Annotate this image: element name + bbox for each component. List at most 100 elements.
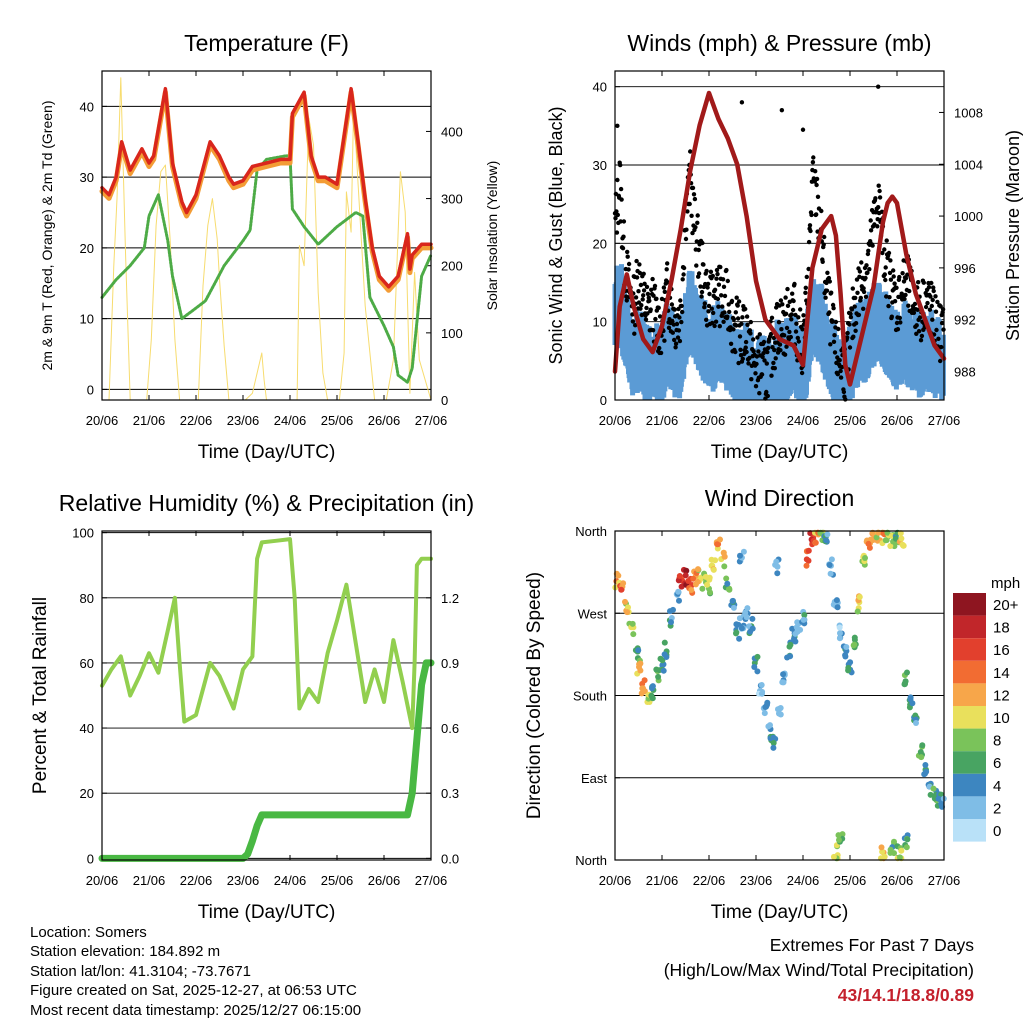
direction-point xyxy=(615,572,622,579)
direction-point xyxy=(682,572,689,579)
legend-label: 2 xyxy=(993,800,1001,817)
direction-point xyxy=(803,556,810,563)
direction-point xyxy=(891,838,897,845)
gust-point xyxy=(761,351,766,356)
gust-point xyxy=(888,277,894,282)
x-tick-label: 21/06 xyxy=(133,873,166,888)
gust-point xyxy=(626,267,631,272)
gust-point xyxy=(618,219,623,224)
chart-title: Wind Direction xyxy=(705,485,855,511)
gust-point xyxy=(776,320,782,325)
direction-point xyxy=(676,573,683,579)
gust-point xyxy=(681,265,687,271)
gust-point xyxy=(715,296,721,302)
gust-point xyxy=(677,315,682,320)
direction-point xyxy=(828,556,835,563)
gust-point xyxy=(916,329,922,334)
y2-tick-label: 0 xyxy=(441,393,448,408)
direction-point xyxy=(749,625,756,632)
gust-point xyxy=(859,260,864,265)
gust-point xyxy=(876,205,881,210)
direction-point xyxy=(742,609,749,616)
gust-point xyxy=(861,306,866,311)
gust-point xyxy=(907,288,912,294)
direction-point xyxy=(917,749,924,755)
gust-point xyxy=(618,186,624,192)
y2-tick-label: 992 xyxy=(954,313,976,328)
gust-point xyxy=(665,261,670,266)
direction-point xyxy=(629,620,636,627)
x-tick-label: 23/06 xyxy=(227,873,260,888)
gust-point xyxy=(701,262,706,267)
gust-point xyxy=(695,220,700,225)
gust-point xyxy=(735,316,741,321)
y2-tick-label: 0.3 xyxy=(441,786,459,801)
gust-point xyxy=(929,280,934,286)
direction-point xyxy=(899,541,906,548)
gust-point xyxy=(651,293,656,298)
gust-point xyxy=(760,354,765,360)
extremes-box: Extremes For Past 7 Days (High/Low/Max W… xyxy=(664,933,974,1008)
gust-point xyxy=(875,224,880,229)
direction-point xyxy=(851,641,858,648)
gust-point xyxy=(675,335,681,340)
gust-point xyxy=(887,270,893,276)
gust-point xyxy=(762,358,767,363)
gust-point xyxy=(647,298,652,303)
gust-point xyxy=(801,313,806,318)
gust-point xyxy=(806,239,812,245)
gust-point xyxy=(928,294,933,299)
legend-label: 4 xyxy=(993,778,1001,795)
direction-point xyxy=(637,660,644,667)
gust-point xyxy=(679,303,684,309)
y2-tick-label: 1.2 xyxy=(441,591,459,606)
gust-point xyxy=(866,248,871,253)
direction-point xyxy=(724,580,731,587)
gust-point xyxy=(724,267,729,273)
precip-line xyxy=(98,659,435,862)
gust-point xyxy=(822,234,827,240)
gust-point xyxy=(649,287,654,292)
gust-point xyxy=(768,331,774,337)
gust-point xyxy=(658,350,664,356)
y2-tick-label: 300 xyxy=(441,192,463,207)
direction-point xyxy=(836,635,843,642)
gust-point xyxy=(938,358,943,364)
gust-point xyxy=(777,342,783,347)
gust-point xyxy=(644,284,650,290)
legend-swatch xyxy=(953,796,986,819)
y-tick-label: 100 xyxy=(72,526,94,541)
gust-point xyxy=(861,286,866,291)
y-tick-label: 40 xyxy=(80,99,94,114)
direction-point xyxy=(641,688,648,695)
gust-point xyxy=(681,272,686,277)
gust-point xyxy=(734,295,739,300)
direction-point xyxy=(854,608,861,615)
gust-point xyxy=(828,342,833,347)
y2-tick-label: 996 xyxy=(954,261,976,276)
gust-point xyxy=(761,339,767,345)
plot-frame xyxy=(101,530,432,861)
direction-point xyxy=(898,847,905,854)
direction-point xyxy=(873,534,880,541)
gust-point xyxy=(830,319,835,324)
gust-point xyxy=(669,302,675,307)
gust-point xyxy=(905,272,910,277)
pressure-line xyxy=(612,90,947,387)
gust-point xyxy=(798,307,803,312)
gust-point xyxy=(933,309,939,314)
gust-point xyxy=(739,100,745,105)
gust-point xyxy=(850,286,855,291)
direction-point xyxy=(729,598,736,604)
gust-point xyxy=(865,251,871,257)
direction-point xyxy=(670,606,676,613)
direction-point xyxy=(881,853,888,860)
y-tick-label: 60 xyxy=(80,656,94,671)
legend-title: mph xyxy=(991,575,1020,592)
t2m-line xyxy=(100,86,433,289)
legend-label: 10 xyxy=(993,710,1010,727)
gust-point xyxy=(615,123,620,129)
direction-point xyxy=(801,612,808,618)
direction-point xyxy=(737,552,743,559)
direction-point xyxy=(770,734,777,741)
